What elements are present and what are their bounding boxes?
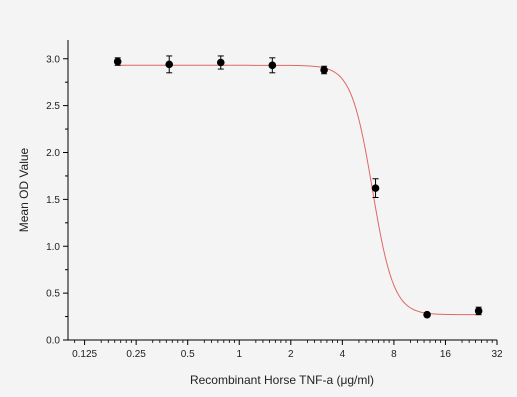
- data-point: [320, 66, 328, 74]
- data-point-group: [268, 57, 277, 74]
- y-tick-label: 0.0: [46, 336, 60, 347]
- x-axis-title: Recombinant Horse TNF-a (μg/ml): [190, 373, 374, 387]
- data-point-group: [320, 65, 328, 75]
- y-tick-label: 2.5: [46, 101, 60, 112]
- x-tick-label: 8: [391, 349, 397, 360]
- fit-curve-layer: [117, 64, 479, 316]
- y-axis-title: Mean OD Value: [17, 147, 31, 232]
- data-point-group: [113, 57, 122, 66]
- data-point: [216, 58, 225, 67]
- x-tick-label: 1: [236, 349, 242, 360]
- x-tick-label: 4: [340, 349, 346, 360]
- data-point: [165, 60, 174, 69]
- data-points-layer: [113, 55, 483, 319]
- y-tick-label: 1.5: [46, 195, 60, 206]
- data-point-group: [423, 310, 431, 319]
- fit-curve: [117, 64, 479, 316]
- y-tick-label: 0.5: [46, 289, 60, 300]
- data-point-group: [165, 55, 174, 74]
- data-point: [371, 184, 380, 192]
- x-tick-label: 2: [288, 349, 294, 360]
- y-tick-label: 2.0: [46, 148, 60, 159]
- x-tick-label: 16: [440, 349, 452, 360]
- x-tick-label: 0.5: [181, 349, 195, 360]
- data-point-group: [474, 306, 483, 316]
- data-point: [113, 57, 122, 66]
- data-point: [268, 61, 277, 70]
- data-point: [474, 307, 483, 315]
- data-point: [423, 310, 431, 319]
- x-tick-label: 0.125: [72, 349, 97, 360]
- x-tick-label: 0.25: [126, 349, 146, 360]
- x-tick-label: 32: [491, 349, 503, 360]
- axes: 0.0 0.5 1.0 1.5 2.0 2.5 3.0 0.125 0.25 0.5 1 2 4 8 16 3…: [46, 40, 503, 360]
- y-tick-label: 1.0: [46, 242, 60, 253]
- data-point-group: [371, 178, 380, 198]
- data-point-group: [216, 55, 225, 70]
- y-tick-label: 3.0: [46, 54, 60, 65]
